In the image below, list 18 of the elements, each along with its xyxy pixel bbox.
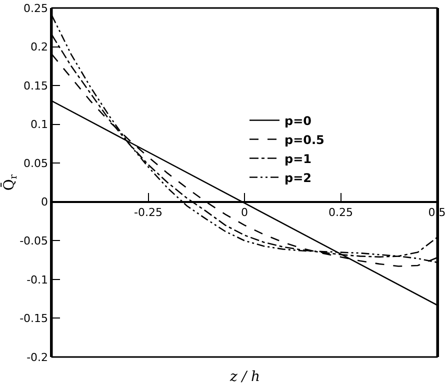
legend-label: p=0.5	[284, 132, 324, 147]
y-tick-label: -0.05	[20, 234, 48, 248]
y-tick-label: 0.05	[24, 156, 48, 170]
legend-label: p=0	[284, 114, 312, 128]
y-tick-label: -0.2	[26, 350, 48, 364]
legend-label: p=2	[284, 170, 312, 185]
y-tick-label: 0.25	[24, 2, 48, 15]
y-tick-label: 0.15	[24, 79, 48, 92]
legend-label: p=1	[284, 152, 312, 166]
x-tick-label: -0.25	[134, 206, 162, 219]
x-tick-label: 0	[241, 206, 248, 219]
x-axis-title: z / h	[229, 369, 260, 385]
y-tick-label: 0.1	[30, 118, 48, 132]
y-tick-label: -0.1	[26, 273, 48, 286]
y-tick-label: -0.15	[20, 312, 48, 326]
y-tick-label: 0.2	[30, 40, 48, 54]
y-tick-label: 0	[41, 196, 48, 209]
x-tick-label: 0.25	[328, 206, 353, 219]
